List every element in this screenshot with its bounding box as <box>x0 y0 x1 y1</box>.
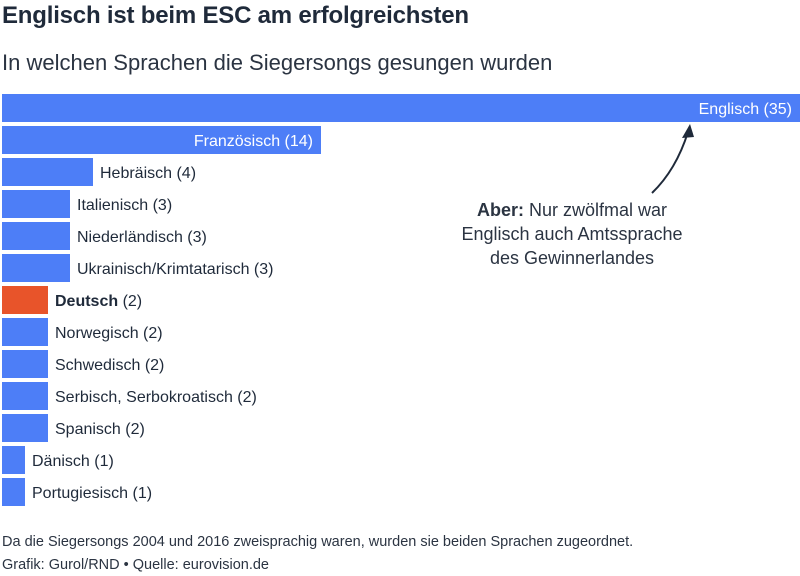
bar-label-1: Französisch (14) <box>194 133 313 150</box>
source-credit: Grafik: Gurol/RND • Quelle: eurovision.d… <box>2 557 269 573</box>
bar-0 <box>2 94 800 122</box>
bar-label-8: Schwedisch (2) <box>55 357 164 374</box>
bar-label-2: Hebräisch (4) <box>100 165 196 182</box>
bar-4 <box>2 222 70 250</box>
bar-12 <box>2 478 25 506</box>
bar-9 <box>2 382 48 410</box>
bar-1 <box>2 126 321 154</box>
bar-label-7: Norwegisch (2) <box>55 325 163 342</box>
footnote: Da die Siegersongs 2004 und 2016 zweispr… <box>2 534 634 550</box>
bar-11 <box>2 446 25 474</box>
bar-label-3: Italienisch (3) <box>77 197 172 214</box>
bar-label-9: Serbisch, Serbokroatisch (2) <box>55 389 257 406</box>
chart-title: Englisch ist beim ESC am erfolgreichsten <box>2 2 469 29</box>
annotation: Aber: Nur zwölfmal war Englisch auch Amt… <box>432 198 712 270</box>
bar-3 <box>2 190 70 218</box>
bar-10 <box>2 414 48 442</box>
annotation-line1: Nur zwölfmal war <box>529 200 668 220</box>
annotation-line2: Englisch auch Amtssprache <box>461 224 683 244</box>
bar-2 <box>2 158 93 186</box>
bar-label-6: Deutsch (2) <box>55 293 142 310</box>
bar-8 <box>2 350 48 378</box>
bar-label-11: Dänisch (1) <box>32 453 114 470</box>
bar-chart: Englisch (35) Französisch (14) Hebräisch (… <box>2 94 800 506</box>
bar-label-12: Portugiesisch (1) <box>32 485 152 502</box>
bar-label-0: Englisch (35) <box>699 101 792 118</box>
bar-5 <box>2 254 70 282</box>
bar-7 <box>2 318 48 346</box>
bar-label-10: Spanisch (2) <box>55 421 145 438</box>
chart-subtitle: In welchen Sprachen die Siegersongs gesu… <box>2 50 553 75</box>
annotation-lead: Aber: <box>476 200 524 220</box>
annotation-arrow <box>651 131 689 194</box>
annotation-line3: des Gewinnerlandes <box>489 248 655 268</box>
annotation-arrowhead <box>682 124 694 138</box>
bar-label-4: Niederländisch (3) <box>77 229 207 246</box>
bar-label-5: Ukrainisch/Krimtatarisch (3) <box>77 261 273 278</box>
bar-6 <box>2 286 48 314</box>
